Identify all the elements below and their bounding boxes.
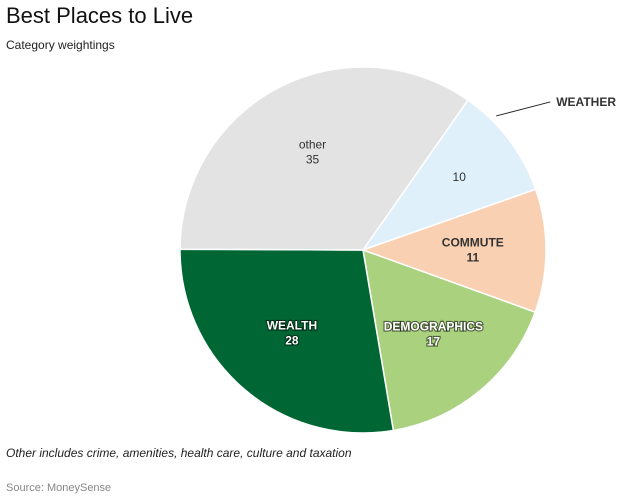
slice-label-demographics: DEMOGRAPHICS xyxy=(384,319,483,333)
slice-label-wealth: WEALTH xyxy=(267,319,317,333)
slice-value-other: 35 xyxy=(306,152,320,166)
slice-value-weather: 10 xyxy=(453,170,467,184)
pie-slice-demographics xyxy=(362,248,537,432)
slice-value-commute: 11 xyxy=(466,250,479,264)
pie-slice-other xyxy=(179,66,470,251)
chart-subtitle: Category weightings xyxy=(6,38,115,52)
chart-title: Best Places to Live xyxy=(6,3,194,28)
slice-label-commute: COMMUTE xyxy=(442,235,504,249)
footnote: Other includes crime, amenities, health … xyxy=(6,446,352,460)
slice-value-wealth: 28 xyxy=(285,334,299,348)
source-note: Source: MoneySense xyxy=(6,482,112,494)
pie-slice-commute xyxy=(360,188,547,314)
pie-slice-wealth xyxy=(179,248,395,434)
slice-label-weather: WEATHER xyxy=(556,95,616,109)
leader-line-weather xyxy=(496,101,551,117)
slice-value-demographics: 17 xyxy=(427,334,441,348)
slice-label-other: other xyxy=(299,137,326,151)
pie-slice-weather xyxy=(361,99,537,252)
